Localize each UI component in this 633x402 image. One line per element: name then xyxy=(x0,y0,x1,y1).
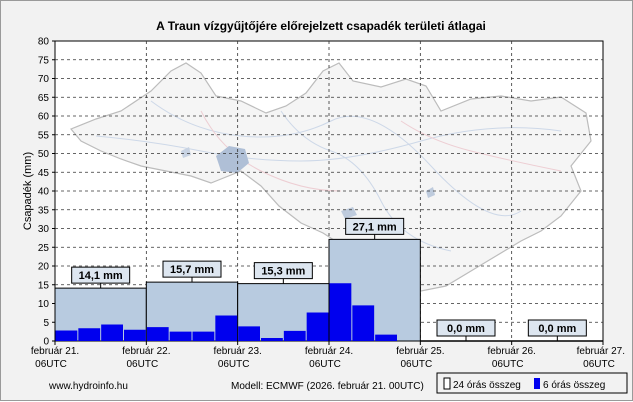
y-tick-label: 55 xyxy=(38,130,50,141)
daily-total-label: 15,7 mm xyxy=(170,264,214,276)
bar-6h xyxy=(352,305,375,341)
bar-6h xyxy=(215,315,238,341)
y-tick-label: 35 xyxy=(38,205,50,216)
y-tick-label: 5 xyxy=(43,318,49,329)
y-tick-label: 65 xyxy=(38,93,50,104)
x-tick-label-date: február 27. xyxy=(577,346,625,357)
daily-total-box xyxy=(527,319,587,337)
bar-6h xyxy=(169,331,192,341)
daily-total-box xyxy=(71,266,131,284)
model-info: Modell: ECMWF (2026. február 21. 00UTC) xyxy=(231,381,424,392)
y-tick-label: 30 xyxy=(38,224,50,235)
legend-6h-swatch xyxy=(534,378,540,389)
daily-total-box xyxy=(436,319,496,337)
y-tick-label: 40 xyxy=(38,187,50,198)
daily-total-label: 0,0 mm xyxy=(538,323,576,335)
series-6h-bars xyxy=(55,283,397,341)
x-tick-label-time: 06UTC xyxy=(400,359,432,370)
y-tick-label: 45 xyxy=(38,168,50,179)
x-tick-label-date: február 26. xyxy=(487,346,535,357)
daily-total-label: 0,0 mm xyxy=(447,323,485,335)
bar-6h xyxy=(238,326,260,341)
legend-24h-swatch xyxy=(443,377,451,390)
bar-6h xyxy=(101,324,123,341)
bar-6h xyxy=(55,330,78,341)
grid-lines xyxy=(55,41,603,341)
x-tick-label-time: 06UTC xyxy=(35,359,67,370)
x-tick-label-date: február 25. xyxy=(396,346,444,357)
daily-total-box xyxy=(345,217,405,235)
y-tick-label: 75 xyxy=(38,55,50,66)
x-tick-label-date: február 24. xyxy=(305,346,353,357)
bar-6h xyxy=(78,328,101,341)
x-tick-label-date: február 22. xyxy=(122,346,170,357)
y-tick-label: 60 xyxy=(38,112,50,123)
bar-6h xyxy=(124,329,146,341)
x-tick-label-time: 06UTC xyxy=(583,359,615,370)
bar-6h xyxy=(261,338,283,341)
legend-6h-label: 6 órás összeg xyxy=(543,380,605,391)
x-tick-label-date: február 21. xyxy=(31,346,79,357)
y-axis-label: Csapadék (mm) xyxy=(22,152,34,230)
x-tick-label-date: február 23. xyxy=(213,346,261,357)
bar-6h xyxy=(192,331,215,341)
bar-6h xyxy=(283,330,306,341)
bar-6h xyxy=(375,334,397,341)
bar-6h xyxy=(146,327,169,341)
daily-total-label: 14,1 mm xyxy=(79,270,123,282)
daily-total-label: 15,3 mm xyxy=(261,266,305,278)
website-credit: www.hydroinfo.hu xyxy=(48,381,128,392)
legend: 24 órás összeg 6 órás összeg xyxy=(436,372,628,394)
daily-total-box xyxy=(253,262,313,280)
x-tick-label-time: 06UTC xyxy=(309,359,341,370)
x-tick-label-time: 06UTC xyxy=(126,359,158,370)
x-tick-label-time: 06UTC xyxy=(492,359,524,370)
daily-total-label: 27,1 mm xyxy=(353,221,397,233)
y-tick-label: 50 xyxy=(38,149,50,160)
daily-total-box xyxy=(162,260,222,278)
y-tick-label: 70 xyxy=(38,74,50,85)
chart-title: A Traun vízgyűjtőjére előrejelzett csapa… xyxy=(156,19,486,33)
y-tick-label: 0 xyxy=(43,337,49,348)
x-tick-label-time: 06UTC xyxy=(218,359,250,370)
bar-6h xyxy=(329,283,352,341)
legend-24h-label: 24 órás összeg xyxy=(453,380,521,391)
x-axis: február 21. 06UTC február 22. 06UTC február … xyxy=(31,341,625,370)
bar-6h xyxy=(306,312,329,341)
y-tick-label: 20 xyxy=(38,262,50,273)
y-tick-label: 15 xyxy=(38,280,50,291)
y-tick-label: 80 xyxy=(38,37,50,48)
y-tick-label: 25 xyxy=(38,243,50,254)
y-axis: 0 5 10 15 20 25 30 35 40 45 50 55 60 65 70 75 80 xyxy=(38,37,55,348)
daily-total-labels: 14,1 mm 15,7 mm 15,3 mm 27,1 mm 0,0 mm 0,0 mm xyxy=(71,217,587,341)
y-tick-label: 10 xyxy=(38,299,50,310)
